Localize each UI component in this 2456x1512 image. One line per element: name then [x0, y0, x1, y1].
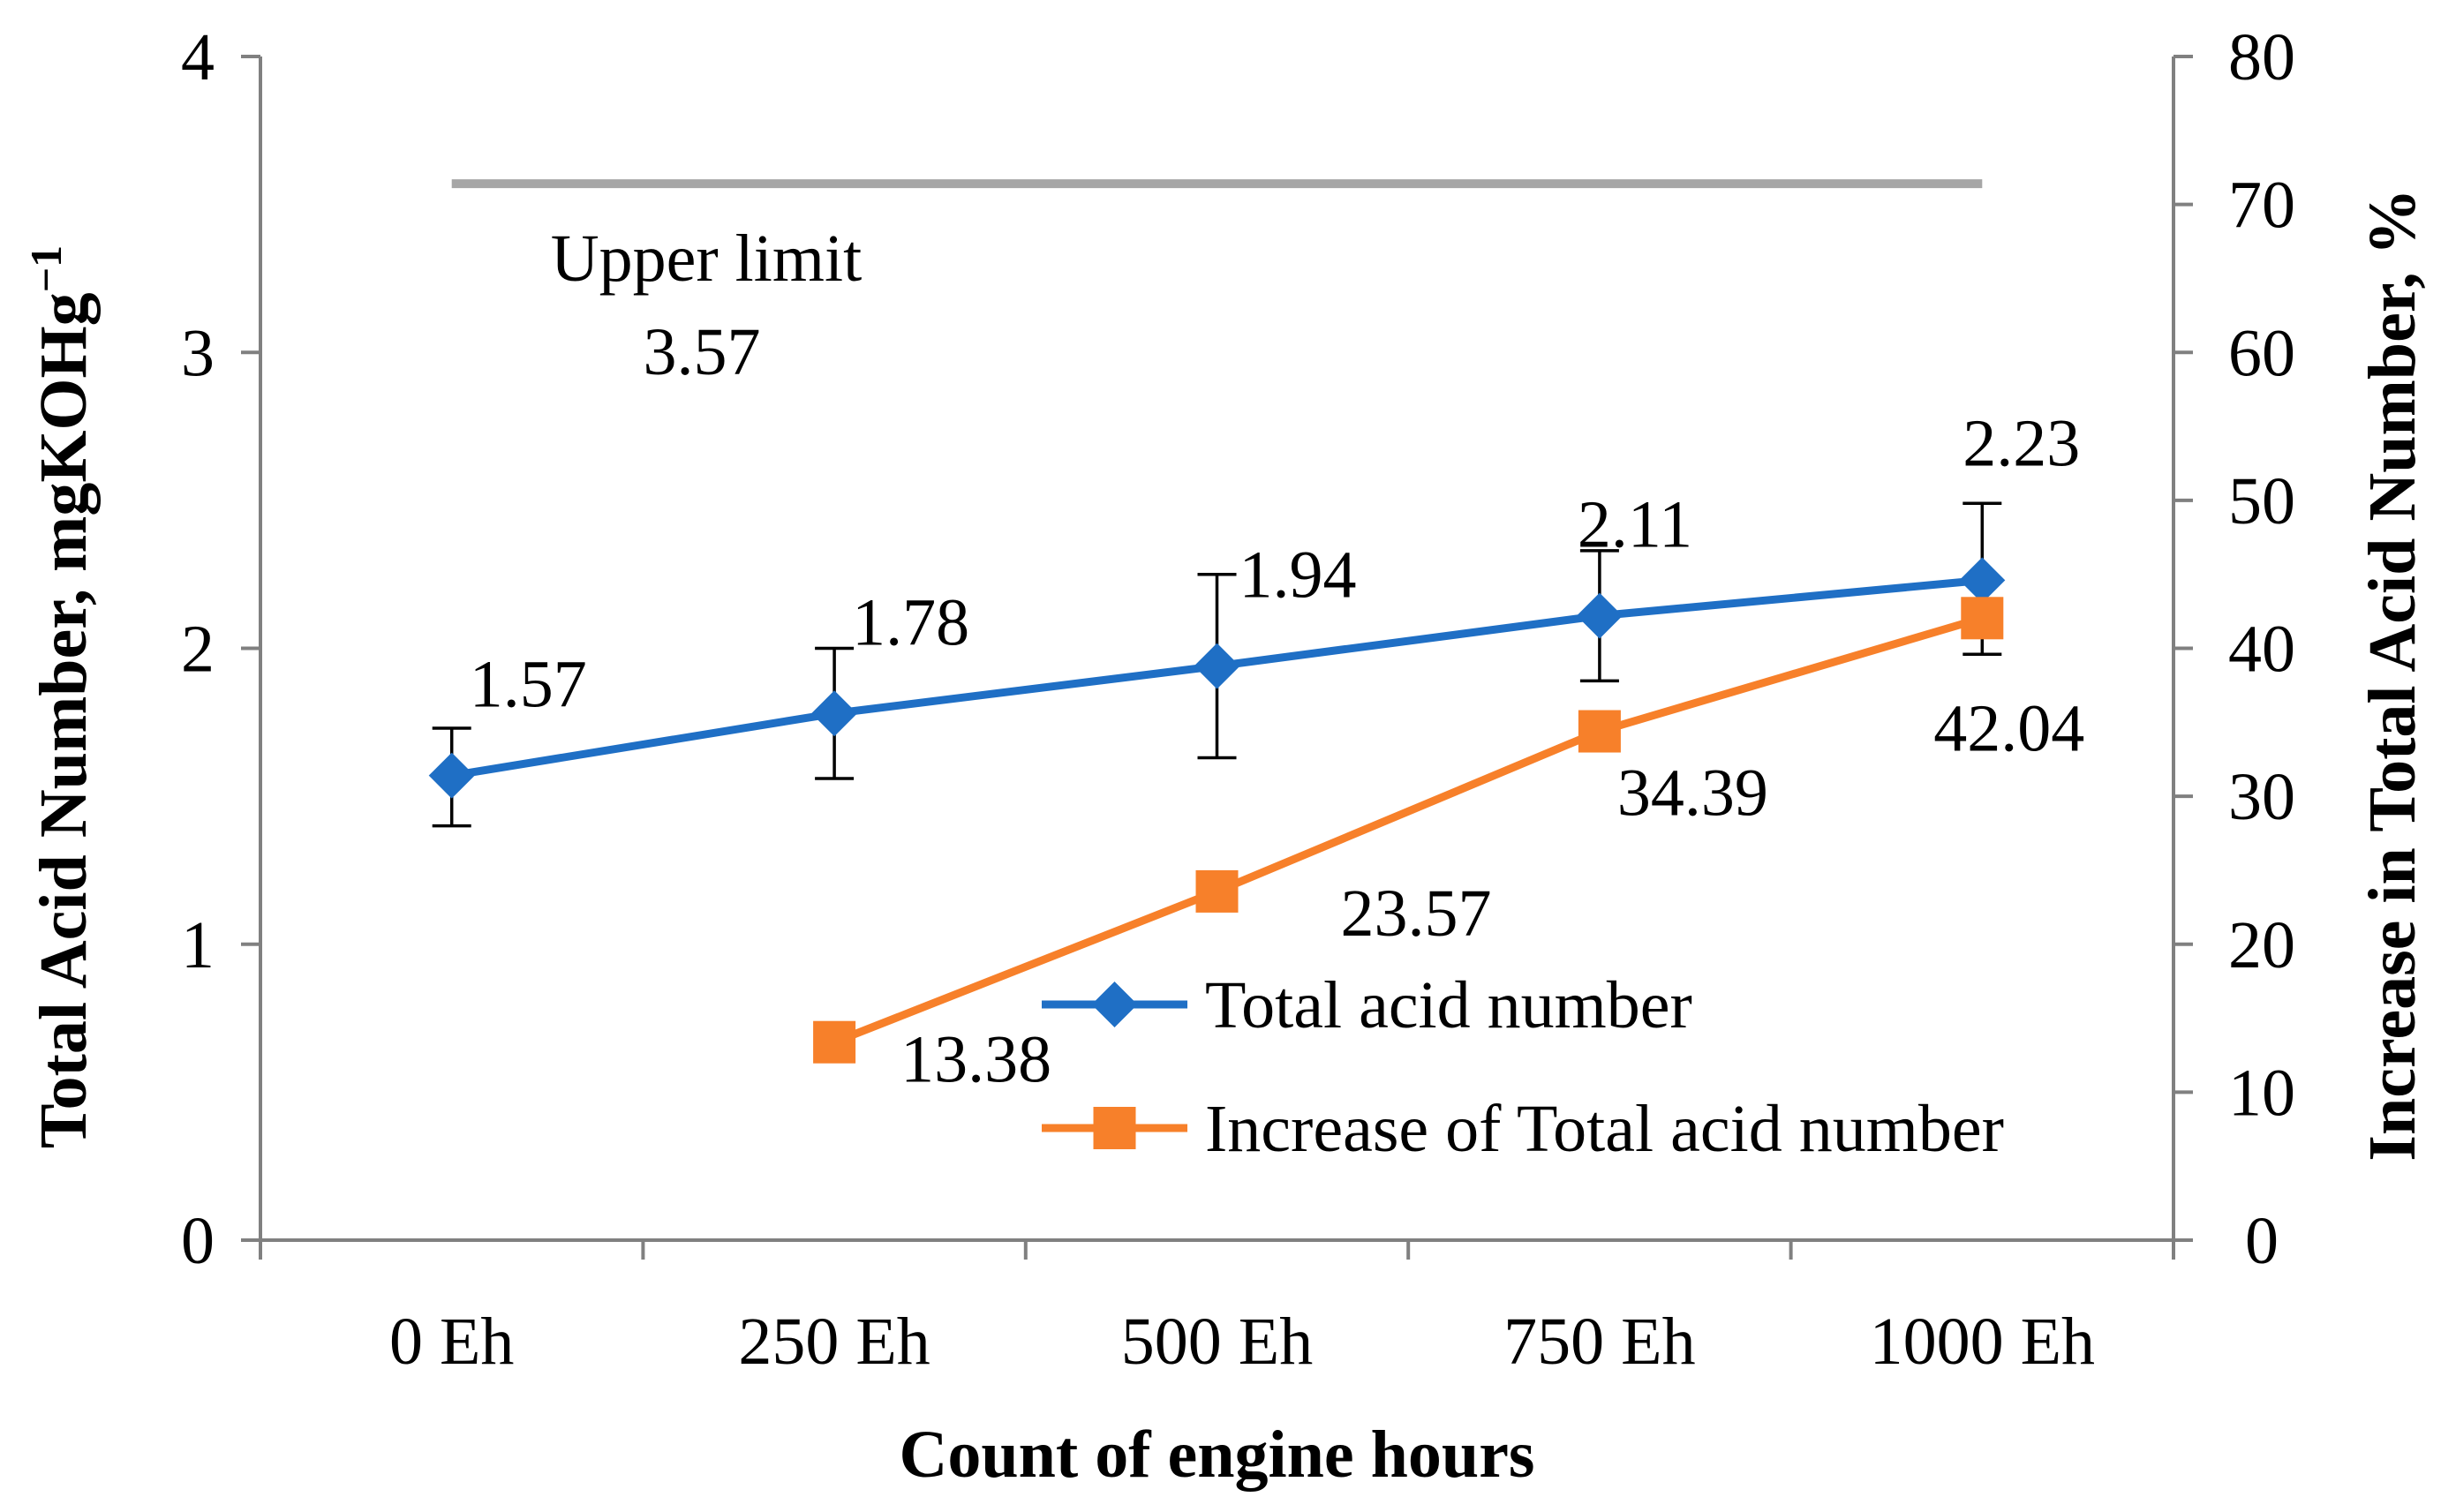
- data-label-total-acid-number: 2.23: [1963, 406, 2080, 480]
- data-label-increase: 42.04: [1933, 691, 2084, 765]
- data-label-increase: 34.39: [1617, 756, 1768, 831]
- data-label-increase: 23.57: [1341, 876, 1492, 951]
- y-axis-title-left-text: Total Acid Number, mgKOHg: [26, 292, 101, 1148]
- data-label-total-acid-number: 1.57: [470, 648, 587, 722]
- point-total-acid-number: [811, 690, 858, 737]
- y-tick-label-left: 2: [181, 613, 215, 687]
- y-tick-label-right: 50: [2228, 464, 2295, 538]
- y-tick-label-right: 60: [2228, 316, 2295, 390]
- legend: Total acid number Increase of Total acid …: [1042, 968, 2004, 1166]
- y-tick-label-right: 10: [2228, 1056, 2295, 1130]
- y-axis-title-left-superscript: −1: [21, 245, 71, 293]
- y-axis-title-left: Total Acid Number, mgKOHg−1: [21, 245, 101, 1148]
- point-increase: [1578, 710, 1621, 753]
- point-total-acid-number: [1194, 643, 1240, 689]
- point-increase: [1195, 869, 1239, 913]
- data-label-total-acid-number: 2.11: [1578, 488, 1692, 562]
- y-tick-label-left: 0: [181, 1204, 215, 1278]
- data-label-total-acid-number: 1.78: [852, 585, 969, 659]
- series-increase-line: [832, 613, 1984, 1046]
- data-label-increase: 13.38: [900, 1023, 1051, 1097]
- legend-marker-total-acid-number: [1091, 982, 1138, 1027]
- x-tick-label: 0 Eh: [389, 1305, 514, 1379]
- axis-titles: Count of engine hours Total Acid Number, …: [21, 188, 2430, 1492]
- point-total-acid-number: [1576, 592, 1623, 639]
- point-total-acid-number: [428, 752, 475, 799]
- point-increase: [813, 1020, 856, 1064]
- x-tick-label: 1000 Eh: [1870, 1305, 2095, 1379]
- y-tick-label-right: 0: [2245, 1204, 2279, 1278]
- y-tick-label-left: 3: [181, 316, 215, 390]
- y-tick-label-right: 80: [2228, 20, 2295, 94]
- legend-marker-increase: [1093, 1107, 1136, 1149]
- y-axis-title-right: Increase in Total Acid Number, %: [2355, 188, 2430, 1161]
- upper-limit-label: Upper limit: [551, 222, 863, 296]
- y-tick-label-left: 4: [181, 20, 215, 94]
- y-tick-label-right: 30: [2228, 760, 2295, 834]
- upper-limit-value: 3.57: [644, 315, 761, 389]
- point-total-acid-number: [1959, 557, 2006, 604]
- x-tick-label: 500 Eh: [1121, 1305, 1313, 1379]
- data-labels: 1.57 1.78 1.94 2.11 2.23 13.38 23.57 34.39 42.04: [470, 406, 2085, 1096]
- reference-line-group: Upper limit 3.57: [451, 179, 1983, 389]
- y-tick-label-left: 1: [181, 908, 215, 982]
- legend-label-increase: Increase of Total acid number: [1205, 1092, 2004, 1166]
- data-label-total-acid-number: 1.94: [1239, 538, 1357, 613]
- x-tick-label: 250 Eh: [738, 1305, 930, 1379]
- series-group: [428, 501, 2006, 1064]
- legend-label-total-acid-number: Total acid number: [1205, 968, 1692, 1042]
- y-tick-label-right: 40: [2228, 613, 2295, 687]
- y-tick-label-right: 70: [2228, 169, 2295, 243]
- x-axis-title: Count of engine hours: [900, 1418, 1535, 1492]
- x-tick-label: 750 Eh: [1503, 1305, 1695, 1379]
- y-tick-label-right: 20: [2228, 908, 2295, 982]
- point-increase: [1961, 597, 2004, 640]
